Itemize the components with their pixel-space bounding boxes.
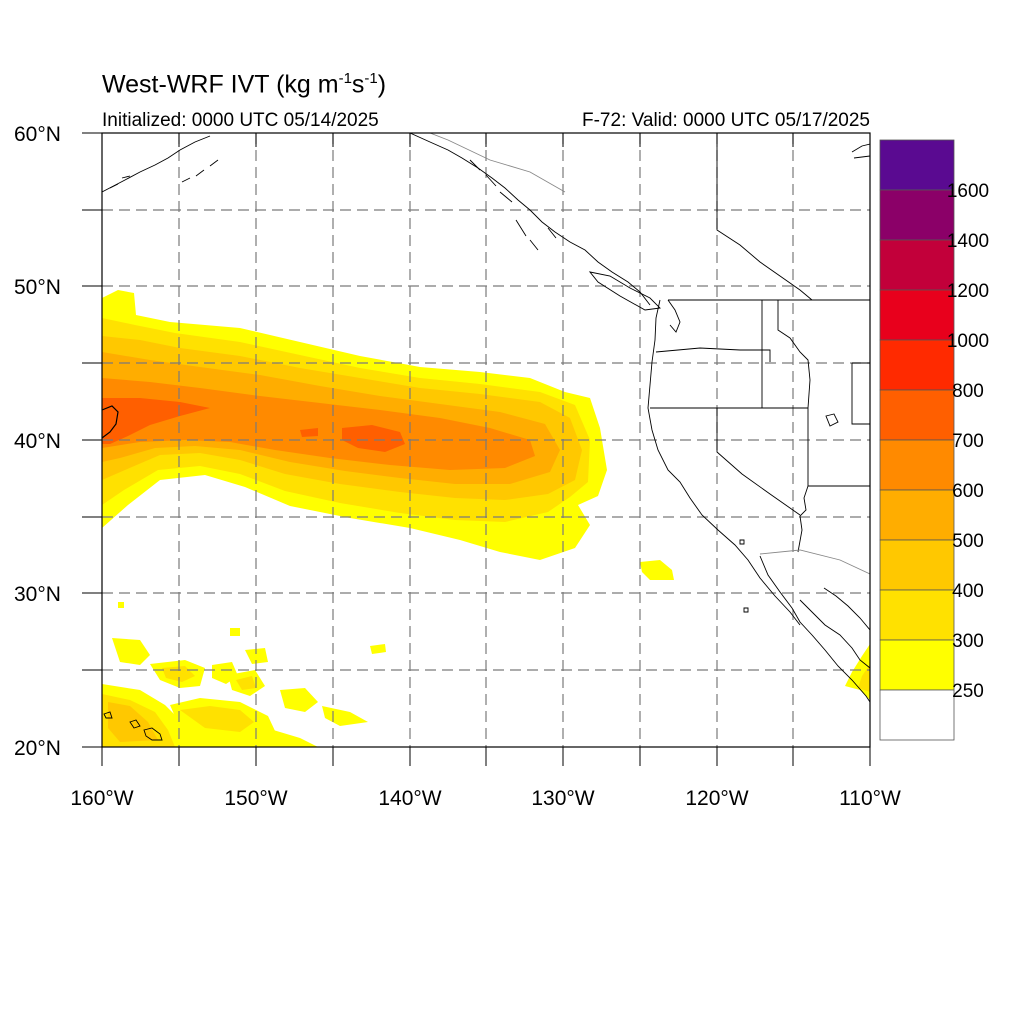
- map-title: West-WRF IVT (kg m-1s-1): [102, 70, 387, 99]
- colorbar-label: 1400: [947, 231, 989, 252]
- state-borders: [429, 133, 870, 575]
- lat-label-20n: 20°N: [14, 737, 61, 760]
- valid-time: F-72: Valid: 0000 UTC 05/17/2025: [582, 110, 870, 131]
- lon-label-110w: 110°W: [839, 787, 901, 810]
- initialized-time: Initialized: 0000 UTC 05/14/2025: [102, 110, 379, 131]
- lon-label-140w: 140°W: [378, 787, 441, 810]
- lon-labels: 160°W 150°W 140°W 130°W 120°W 110°W: [70, 787, 901, 810]
- colorbar-swatch: [879, 389, 955, 441]
- colorbar-swatch: [879, 489, 955, 541]
- colorbar-swatch: [879, 539, 955, 591]
- lon-label-130w: 130°W: [531, 787, 594, 810]
- lat-label-60n: 60°N: [14, 123, 61, 146]
- colorbar-swatch: [879, 189, 955, 241]
- colorbar-label: 300: [952, 631, 984, 652]
- colorbar-label: 500: [952, 531, 984, 552]
- lat-label-40n: 40°N: [14, 430, 61, 453]
- colorbar-label: 1000: [947, 331, 989, 352]
- colorbar-swatch: [879, 339, 955, 391]
- lon-label-160w: 160°W: [70, 787, 133, 810]
- lat-label-50n: 50°N: [14, 276, 61, 299]
- colorbar: 1600 1400 1200 1000 800 700 600 500 400 300 250: [879, 139, 989, 741]
- colorbar-swatch: [879, 289, 955, 341]
- colorbar-label: 700: [952, 431, 984, 452]
- colorbar-swatch: [879, 589, 955, 641]
- lon-label-120w: 120°W: [685, 787, 748, 810]
- colorbar-label: 250: [952, 681, 984, 702]
- colorbar-swatch: [879, 439, 955, 491]
- colorbar-swatch: [879, 139, 955, 191]
- colorbar-label: 1200: [947, 281, 989, 302]
- axis-ticks: [82, 132, 871, 766]
- coastlines: [102, 133, 870, 741]
- colorbar-swatch: [879, 689, 955, 741]
- colorbar-swatch: [879, 239, 955, 291]
- lon-label-150w: 150°W: [224, 787, 287, 810]
- lat-label-30n: 30°N: [14, 583, 61, 606]
- ivt-contour: [101, 405, 119, 439]
- colorbar-swatch: [879, 639, 955, 691]
- colorbar-label: 1600: [947, 181, 989, 202]
- lat-labels: 60°N 50°N 40°N 30°N 20°N: [14, 123, 61, 760]
- colorbar-label: 400: [952, 581, 984, 602]
- colorbar-label: 800: [952, 381, 984, 402]
- colorbar-label: 600: [952, 481, 984, 502]
